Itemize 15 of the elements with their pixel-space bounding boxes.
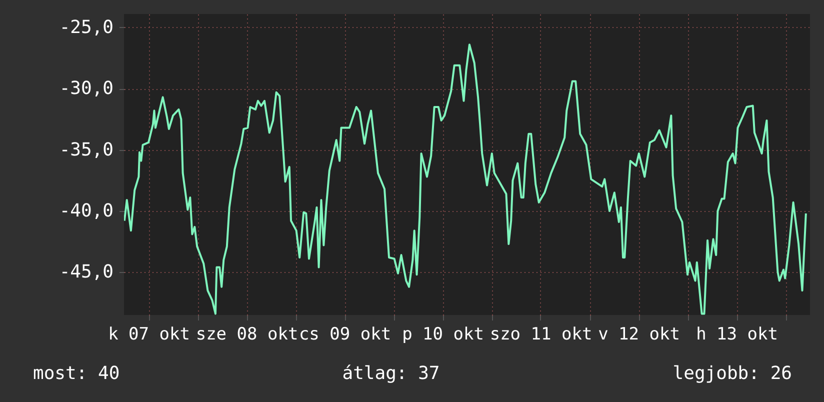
text: most: 40	[33, 363, 120, 384]
x-tick-label: cs 09 okt	[298, 324, 392, 344]
x-tick-label: v 12 okt	[598, 324, 680, 344]
y-tick-label: -30,0	[59, 78, 114, 100]
y-tick-label: -45,0	[59, 262, 114, 283]
y-tick-label: -25,0	[59, 16, 114, 38]
y-tick-label: -35,0	[59, 139, 114, 160]
text: legjobb: 26	[672, 363, 792, 384]
text: átlag: 37	[342, 363, 440, 384]
x-tick-label: sze 08 okt	[196, 324, 298, 344]
y-tick-label: -40,0	[59, 200, 114, 222]
x-tick-label: p 10 okt	[402, 324, 484, 344]
x-tick-label: h 13 okt	[696, 324, 778, 344]
x-tick-label: k 07 okt	[108, 324, 190, 344]
x-tick-label: szo 11 okt	[490, 324, 592, 344]
